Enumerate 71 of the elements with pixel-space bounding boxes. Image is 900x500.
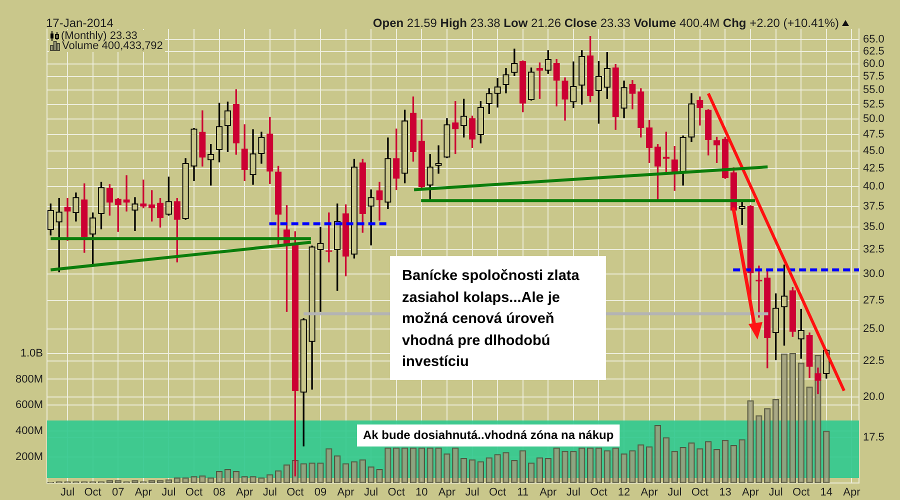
y-tick-label: 37.5: [863, 200, 884, 212]
y-tick-label: 50.0: [863, 113, 884, 126]
x-tick-label: Oct: [590, 486, 608, 499]
x-tick-label: 08: [213, 486, 226, 499]
y2-tick-label: 1.0B: [20, 347, 43, 360]
y-tick-label: 35.0: [863, 221, 884, 234]
x-tick-label: Apr: [843, 486, 861, 499]
annotation: Banícke spoločnosti zlata zasiahol kolaps...Ale je možná cenová úroveň vhodná pre dlhodobú investíciu: [390, 256, 606, 380]
x-tick-label: Jul: [60, 486, 75, 499]
x-tick-label: Apr: [236, 486, 254, 499]
x-tick-label: Oct: [286, 486, 304, 499]
y-tick-label: 30.0: [863, 268, 884, 280]
x-tick-label: Oct: [792, 486, 810, 499]
x-tick-label: 10: [416, 486, 428, 499]
x-tick-label: Oct: [84, 486, 102, 499]
x-tick-label: Jul: [162, 486, 176, 499]
x-tick-label: Apr: [134, 486, 152, 499]
text: Open 21.59 High 23.38 Low 21.26 Close 23.33 Volume 400.4M Chg +2.20 (+10.41%): [372, 16, 839, 30]
x-tick-label: Jul: [465, 486, 480, 499]
x-tick-label: Jul: [668, 486, 682, 499]
y-tick-label: 32.5: [863, 244, 884, 256]
y-tick-label: 62.5: [863, 45, 884, 58]
y-tick-label: 57.5: [863, 70, 884, 83]
x-tick-label: Jul: [262, 486, 277, 499]
x-tick-label: Jul: [364, 486, 378, 499]
candlestick: [494, 78, 501, 108]
x-tick-label: Apr: [640, 486, 658, 499]
y-tick-label: 25.0: [863, 323, 884, 336]
x-tick-label: 09: [314, 486, 327, 499]
x-tick-label: 12: [618, 486, 630, 499]
x-tick-label: 11: [517, 486, 529, 499]
legend-label: Volume 400,433,792: [62, 40, 163, 52]
x-tick-label: Oct: [388, 486, 405, 499]
x-tick-label: Apr: [438, 486, 456, 499]
y-tick-label: 22.5: [863, 355, 884, 368]
x-tick-label: Oct: [185, 486, 203, 499]
x-tick-label: 13: [719, 486, 732, 499]
candlestick: [435, 145, 442, 174]
candlestick: [317, 226, 324, 312]
candlestick: [368, 189, 374, 246]
candlestick: [132, 197, 138, 231]
chart-subtitle: 17-Jan-2014: [46, 16, 114, 30]
legend-label: (Monthly) 23.33: [61, 30, 138, 42]
x-tick-label: Jul: [768, 486, 783, 499]
y-tick-label: 17.5: [863, 431, 884, 444]
y-tick-label: 20.0: [863, 390, 884, 403]
y-tick-label: 52.5: [863, 98, 884, 110]
x-tick-label: 07: [112, 486, 124, 499]
x-tick-label: Apr: [337, 486, 355, 499]
y-tick-label: 60.0: [863, 58, 884, 70]
candlestick: [123, 175, 130, 212]
y-tick-label: 45.0: [863, 145, 884, 158]
y-tick-label: 65.0: [863, 34, 884, 46]
y2-tick-label: 600M: [15, 399, 43, 412]
x-tick-label: 14: [820, 486, 833, 499]
y-tick-label: 55.0: [863, 84, 884, 96]
x-tick-label: Jul: [566, 486, 580, 499]
x-tick-label: Apr: [540, 486, 558, 499]
band-label: Ak bude dosiahnutá..vhodná zóna na nákup: [363, 428, 614, 442]
y2-tick-label: 200M: [15, 451, 43, 464]
x-tick-label: Apr: [742, 486, 760, 499]
x-tick-label: Oct: [691, 486, 708, 499]
y-tick-label: 42.5: [863, 162, 884, 174]
y2-tick-label: 800M: [15, 373, 43, 386]
x-tick-label: Oct: [488, 486, 506, 499]
y-tick-label: 47.5: [863, 128, 884, 141]
y-tick-label: 27.5: [863, 294, 884, 306]
y2-tick-label: 400M: [15, 425, 43, 438]
candlestick: [64, 198, 71, 241]
y-tick-label: 40.0: [863, 180, 884, 193]
candlestick: [738, 202, 746, 225]
